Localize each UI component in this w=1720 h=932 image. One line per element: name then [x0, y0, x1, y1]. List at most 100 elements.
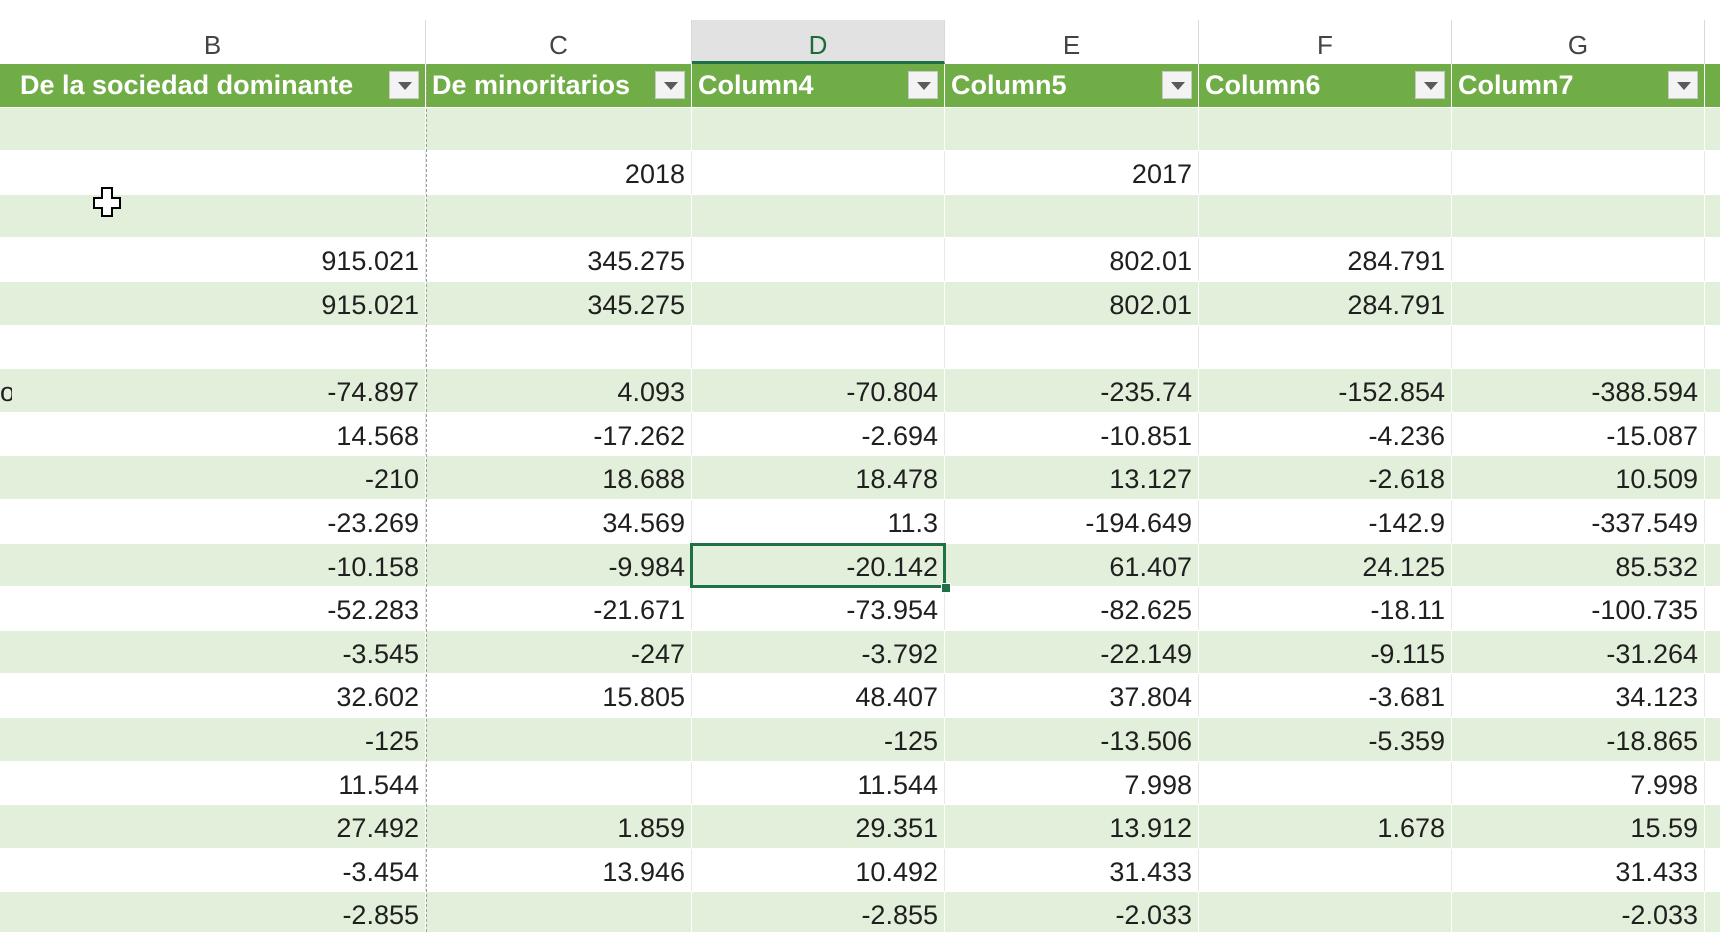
table-cell[interactable]: 915.021: [14, 282, 426, 325]
table-cell[interactable]: -2.033: [945, 892, 1199, 932]
table-cell[interactable]: 7.998: [945, 761, 1199, 805]
table-cell[interactable]: [945, 107, 1199, 151]
table-cell[interactable]: 18.688: [426, 456, 692, 499]
table-cell[interactable]: 10.492: [692, 848, 945, 892]
table-cell[interactable]: 29.351: [692, 805, 945, 848]
table-cell[interactable]: [1452, 151, 1705, 194]
table-cell[interactable]: [426, 761, 692, 805]
table-cell[interactable]: [1199, 325, 1452, 369]
table-cell[interactable]: -388.594: [1452, 369, 1705, 412]
table-cell[interactable]: [692, 238, 945, 281]
table-cell[interactable]: 15.805: [426, 674, 692, 717]
table-cell[interactable]: 31.433: [945, 848, 1199, 892]
table-cell[interactable]: -74.897: [14, 369, 426, 412]
table-cell[interactable]: 11.3: [692, 500, 945, 543]
table-cell[interactable]: 61.407: [945, 543, 1199, 587]
table-cell[interactable]: -20.142: [692, 543, 945, 587]
filter-dropdown-icon[interactable]: [1415, 71, 1445, 99]
table-cell[interactable]: -3.792: [692, 630, 945, 674]
table-cell[interactable]: [14, 151, 426, 194]
table-cell[interactable]: 4.093: [426, 369, 692, 412]
table-cell[interactable]: 345.275: [426, 238, 692, 281]
table-cell[interactable]: -10.158: [14, 543, 426, 587]
table-cell[interactable]: [14, 107, 426, 151]
table-cell[interactable]: [426, 325, 692, 369]
table-cell[interactable]: -15.087: [1452, 412, 1705, 456]
table-cell[interactable]: [426, 194, 692, 238]
table-cell[interactable]: [945, 325, 1199, 369]
table-cell[interactable]: 10.509: [1452, 456, 1705, 499]
table-cell[interactable]: -100.735: [1452, 587, 1705, 630]
column-letter-b[interactable]: B: [0, 20, 426, 64]
table-cell[interactable]: [692, 107, 945, 151]
table-cell[interactable]: 13.912: [945, 805, 1199, 848]
table-header-cell[interactable]: Column7: [1452, 64, 1705, 107]
table-cell[interactable]: -31.264: [1452, 630, 1705, 674]
table-cell[interactable]: -22.149: [945, 630, 1199, 674]
table-header-cell[interactable]: Column5: [945, 64, 1199, 107]
table-cell[interactable]: -125: [14, 718, 426, 761]
table-cell[interactable]: -2.694: [692, 412, 945, 456]
table-cell[interactable]: 24.125: [1199, 543, 1452, 587]
table-header-cell[interactable]: De la sociedad dominante: [14, 64, 426, 107]
table-cell[interactable]: [1452, 107, 1705, 151]
table-cell[interactable]: [692, 151, 945, 194]
table-cell[interactable]: [1199, 848, 1452, 892]
filter-dropdown-icon[interactable]: [655, 71, 685, 99]
table-cell[interactable]: 2017: [945, 151, 1199, 194]
table-cell[interactable]: 1.859: [426, 805, 692, 848]
table-cell[interactable]: -18.11: [1199, 587, 1452, 630]
table-cell[interactable]: -142.9: [1199, 500, 1452, 543]
table-cell[interactable]: -247: [426, 630, 692, 674]
column-letter-c[interactable]: C: [426, 20, 692, 64]
table-cell[interactable]: [692, 325, 945, 369]
table-cell[interactable]: [692, 194, 945, 238]
filter-dropdown-icon[interactable]: [1668, 71, 1698, 99]
table-cell[interactable]: -235.74: [945, 369, 1199, 412]
table-cell[interactable]: 802.01: [945, 238, 1199, 281]
table-cell[interactable]: -2.618: [1199, 456, 1452, 499]
table-cell[interactable]: [1199, 761, 1452, 805]
table-cell[interactable]: -23.269: [14, 500, 426, 543]
table-cell[interactable]: 85.532: [1452, 543, 1705, 587]
table-cell[interactable]: [426, 107, 692, 151]
table-cell[interactable]: [14, 194, 426, 238]
table-cell[interactable]: [1452, 325, 1705, 369]
table-cell[interactable]: -3.545: [14, 630, 426, 674]
table-cell[interactable]: -82.625: [945, 587, 1199, 630]
table-cell[interactable]: 11.544: [692, 761, 945, 805]
table-cell[interactable]: [1452, 238, 1705, 281]
table-cell[interactable]: -337.549: [1452, 500, 1705, 543]
column-letter-e[interactable]: E: [945, 20, 1199, 64]
table-cell[interactable]: -10.851: [945, 412, 1199, 456]
table-cell[interactable]: 15.59: [1452, 805, 1705, 848]
filter-dropdown-icon[interactable]: [389, 71, 419, 99]
table-cell[interactable]: [426, 718, 692, 761]
table-cell[interactable]: [1452, 282, 1705, 325]
table-cell[interactable]: [1199, 892, 1452, 932]
table-cell[interactable]: 915.021: [14, 238, 426, 281]
table-cell[interactable]: 31.433: [1452, 848, 1705, 892]
table-cell[interactable]: [426, 892, 692, 932]
table-cell[interactable]: -73.954: [692, 587, 945, 630]
table-cell[interactable]: -70.804: [692, 369, 945, 412]
table-cell[interactable]: -152.854: [1199, 369, 1452, 412]
table-cell[interactable]: [692, 282, 945, 325]
table-cell[interactable]: 27.492: [14, 805, 426, 848]
table-cell[interactable]: -2.855: [692, 892, 945, 932]
table-cell[interactable]: -2.855: [14, 892, 426, 932]
table-cell[interactable]: 13.127: [945, 456, 1199, 499]
table-cell[interactable]: 18.478: [692, 456, 945, 499]
table-cell[interactable]: -125: [692, 718, 945, 761]
table-cell[interactable]: 1.678: [1199, 805, 1452, 848]
table-cell[interactable]: [14, 325, 426, 369]
table-cell[interactable]: 284.791: [1199, 238, 1452, 281]
filter-dropdown-icon[interactable]: [908, 71, 938, 99]
column-letter-g[interactable]: G: [1452, 20, 1705, 64]
column-letter-f[interactable]: F: [1199, 20, 1452, 64]
table-cell[interactable]: -194.649: [945, 500, 1199, 543]
column-letter-d[interactable]: D: [692, 20, 945, 64]
table-cell[interactable]: [1452, 194, 1705, 238]
table-cell[interactable]: -4.236: [1199, 412, 1452, 456]
table-cell[interactable]: 11.544: [14, 761, 426, 805]
